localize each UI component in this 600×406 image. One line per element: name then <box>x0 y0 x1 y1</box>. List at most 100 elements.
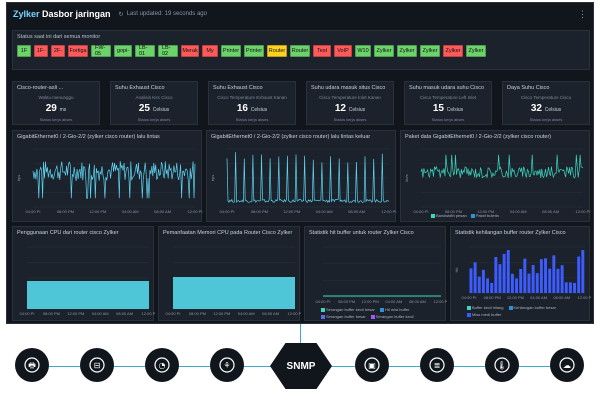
status-pill[interactable]: 1F- <box>34 45 48 57</box>
x-tick-label: 12:00 PI <box>188 209 203 214</box>
legend-item[interactable]: Serangan buffer kecil <box>370 314 413 319</box>
kpi-title: Daya Suhu Cisco <box>507 85 550 91</box>
legend-item[interactable]: Kehilangan buffer besar <box>508 305 556 310</box>
x-tick-label: 04:00 PI <box>462 295 477 300</box>
status-pill[interactable]: FW-05 <box>91 45 111 57</box>
snmp-connector <box>300 324 301 343</box>
kpi-subtitle: Cisco Temperature Exhaust Kanan <box>217 95 287 100</box>
traffic-panel-2: GigabitEthernet0 / 2-Gio-2/2 (zylker cis… <box>206 130 396 222</box>
buffer-miss-bar <box>560 265 564 293</box>
legend-label: Bandwidth pesan <box>436 213 467 218</box>
status-pill[interactable]: Test <box>313 45 331 57</box>
x-tick-label: 12:00 PI <box>142 311 155 316</box>
status-pill[interactable]: Zylker <box>397 45 417 57</box>
kpi-card[interactable]: Cisco-router-asli ... Waktu menunggu 29 … <box>12 81 100 125</box>
buffer-miss-bar <box>581 250 585 293</box>
x-tick-label: 12:00 PI <box>382 209 397 214</box>
database-icon[interactable]: ≣ <box>420 348 454 382</box>
x-tick-label: 08:00 PM <box>43 311 60 316</box>
legend-item[interactable]: Serangan buffer kecil besar <box>321 307 375 312</box>
traffic-panel-3-title: Paket data GigabitEthernet0 / 2-Gio-2/2 … <box>405 134 552 140</box>
traffic-chart-2: bps 04:00 PI 08:00 PM 12:00 PM 04:00 AM 08:00… <box>210 148 397 214</box>
status-pill[interactable]: Printer <box>221 45 241 57</box>
chip-icon[interactable]: ▣ <box>355 348 389 382</box>
buffer-miss-bar <box>577 256 581 293</box>
refresh-icon[interactable]: ↻ <box>118 11 124 18</box>
legend-item[interactable]: Paket buletin <box>470 213 499 218</box>
buffer-miss-bar <box>544 258 548 293</box>
dashboard-name: Dasbor jaringan <box>39 9 111 19</box>
x-tick-label: 08:00 AM <box>262 311 279 316</box>
x-tick-label: 12:00 PI <box>288 311 301 316</box>
kpi-number: 15 <box>432 103 444 114</box>
legend-label: Kehilangan buffer besar <box>513 305 556 310</box>
status-pill[interactable]: 1F <box>17 45 31 57</box>
legend-item[interactable]: Miss medi buffer <box>467 312 501 317</box>
status-pill[interactable]: Printer <box>244 45 264 57</box>
x-tick-label: 04:00 PI <box>26 209 41 214</box>
legend-item[interactable]: Hit mist buffer <box>379 307 409 312</box>
traffic-panel-3: Paket data GigabitEthernet0 / 2-Gio-2/2 … <box>400 130 590 222</box>
status-pill[interactable]: Zylker <box>443 45 463 57</box>
svg-text:🌡: 🌡 <box>497 361 507 370</box>
kpi-number: 16 <box>236 103 248 114</box>
status-pill[interactable]: LB-01 <box>135 45 155 57</box>
status-pill[interactable]: My <box>202 45 218 57</box>
cpu-panel-title: Penggunaan CPU dari router cisco Zylker <box>17 230 119 236</box>
x-tick-label: 04:00 AM <box>238 311 255 316</box>
printer-icon[interactable]: 🖶 <box>15 348 49 382</box>
kpi-card[interactable]: Suhu masuk udara suhu Cisco Cisco Temper… <box>404 81 492 125</box>
legend-label: Miss medi buffer <box>472 312 502 317</box>
legend-item[interactable]: Bandwidth pesan <box>431 213 467 218</box>
kpi-card[interactable]: Suhu Exhaust Cisco Cisco Temperature Exh… <box>208 81 296 125</box>
buffer-miss-bar <box>498 264 502 293</box>
status-pill[interactable]: VoIP <box>334 45 352 57</box>
last-updated: ↻ Last updated: 19 seconds ago <box>119 11 207 18</box>
buffer-miss-bar <box>548 268 552 293</box>
buffer-miss-panel: Statistik kehilangan buffer router Zylke… <box>450 226 591 321</box>
more-options-icon[interactable]: ⋮ <box>578 9 587 19</box>
status-pill[interactable]: Merak <box>181 45 199 57</box>
status-pill[interactable]: 2F- <box>51 45 65 57</box>
x-tick-label: 12:00 PI <box>576 209 591 214</box>
legend-item[interactable]: Buffer kecil hilang <box>467 305 504 310</box>
thermometer-icon[interactable]: 🌡 <box>485 348 519 382</box>
x-tick-label: 08:00 PM <box>57 209 74 214</box>
status-pill[interactable]: Zylker <box>420 45 440 57</box>
x-tick-label: 08:00 AM <box>154 209 171 214</box>
x-tick-label: 08:00 AM <box>553 295 570 300</box>
buffer-miss-bar <box>519 268 523 293</box>
kpi-footer: Status kerja akses <box>39 117 73 122</box>
kpi-card[interactable]: Daya Suhu Cisco Cisco Temperature Cisco … <box>502 81 590 125</box>
cloud-download-icon[interactable]: ☁ <box>550 348 584 382</box>
router-icon[interactable]: ⊟ <box>80 348 114 382</box>
buffer-miss-bar <box>515 278 519 293</box>
status-pill[interactable]: Zylker <box>374 45 394 57</box>
buffer-miss-bar <box>527 273 531 293</box>
traffic-chart-1: bps 04:00 PI 08:00 PM 12:00 PM 04:00 AM 08:00… <box>16 148 203 214</box>
status-pill[interactable]: W10 <box>355 45 371 57</box>
y-axis-label: bps <box>16 175 21 181</box>
status-pill[interactable]: Zylker <box>466 45 486 57</box>
cpu-area <box>27 281 149 309</box>
legend-item[interactable]: Serangan buffer besar <box>321 314 366 319</box>
kpi-card[interactable]: Suhu udara masuk situs Cisco Cisco Tempe… <box>306 81 394 125</box>
kpi-title: Suhu Exhaust Cisco <box>115 85 165 91</box>
traffic-panel-1: GigabitEthernet0 / 2-Gio-2/2 (zylker cis… <box>12 130 202 222</box>
dashboard-title: Zylker Dasbor jaringan <box>13 9 111 19</box>
status-pill[interactable]: Router <box>267 45 287 57</box>
status-pill[interactable]: Router <box>290 45 310 57</box>
status-pill[interactable]: LB-02 <box>158 45 178 57</box>
kpi-footer: Status kerja akses <box>137 117 171 122</box>
svg-text:▣: ▣ <box>368 361 376 370</box>
buffer-miss-bar <box>494 257 498 293</box>
kpi-card[interactable]: Suhu Exhaust Cisco Analisis Kec Cisco 25… <box>110 81 198 125</box>
traffic-panel-2-title: GigabitEthernet0 / 2-Gio-2/2 (zylker cis… <box>211 134 371 140</box>
kpi-unit: Celsius <box>348 107 366 113</box>
network-icon[interactable]: ⚘ <box>210 348 244 382</box>
status-pill[interactable]: Fortiga <box>68 45 88 57</box>
camera-icon[interactable]: ◔ <box>145 348 179 382</box>
buffer-miss-bar <box>486 278 490 293</box>
kpi-footer: Status kerja akses <box>235 117 269 122</box>
status-pill[interactable]: gopi- <box>114 45 132 57</box>
